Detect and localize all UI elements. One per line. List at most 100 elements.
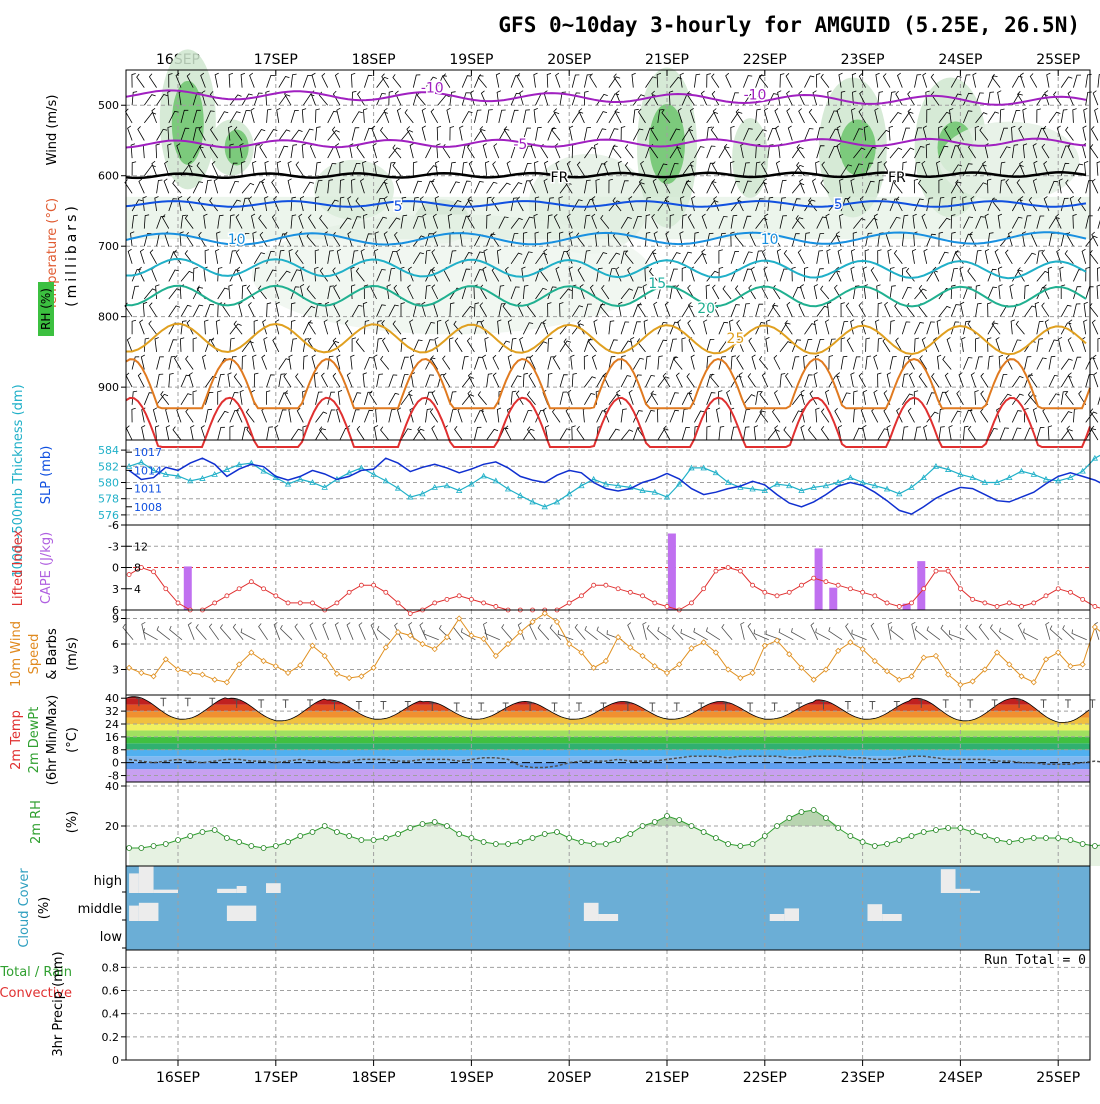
wind-barb	[351, 409, 360, 423]
wind-barb	[648, 267, 659, 282]
wind-barb	[620, 408, 627, 423]
wind-barb	[533, 213, 538, 229]
wind-speed-point	[932, 652, 940, 659]
wind-barb	[896, 407, 903, 423]
wind-barb	[486, 428, 499, 441]
wind-barb	[156, 215, 166, 229]
rh-point	[150, 843, 157, 849]
wind-barb	[913, 390, 919, 405]
wind-barb	[327, 130, 340, 141]
wind-barb	[425, 374, 434, 388]
wind-barb	[865, 180, 875, 194]
wind-barb	[914, 74, 922, 88]
rh-point	[847, 833, 854, 839]
wind10m-barb	[1093, 622, 1100, 640]
wind-barb	[192, 390, 197, 405]
thickness-point	[883, 485, 891, 492]
wind-barb	[412, 161, 418, 176]
wind-speed-point	[517, 629, 524, 636]
wind-speed-point	[969, 678, 976, 685]
wind-barb	[701, 249, 708, 264]
rh-point	[187, 833, 194, 839]
wind-barb	[495, 72, 501, 88]
wind-speed-point	[138, 669, 145, 676]
wind-barb	[434, 196, 439, 212]
wind-barb	[862, 425, 867, 441]
wind-barb	[376, 269, 386, 282]
wind-barb	[373, 425, 379, 441]
wind-barb	[519, 336, 524, 353]
wind-barb	[963, 409, 973, 423]
wind-barb	[889, 147, 903, 159]
wind-barb	[571, 92, 581, 106]
wind-barb	[636, 338, 646, 353]
wind-barb	[250, 107, 255, 124]
wind-barb	[858, 73, 866, 88]
wind-barb	[547, 337, 553, 352]
wind-barb	[167, 125, 172, 141]
wind-barb	[386, 284, 391, 300]
wind-barb	[987, 302, 992, 317]
wind-barb	[1036, 215, 1045, 229]
bottom-date-label: 16SEP	[156, 1070, 200, 1086]
rh-point	[505, 841, 511, 847]
wind-barb	[437, 374, 446, 388]
wind-barb	[771, 408, 781, 423]
thickness-point	[223, 466, 231, 472]
wind-barb	[669, 214, 675, 229]
wind-barb	[877, 302, 883, 317]
wind-barb	[1011, 393, 1024, 406]
wind-barb	[363, 213, 368, 229]
wind-barb	[156, 373, 164, 388]
wind-barb	[620, 126, 626, 141]
thickness-point	[749, 485, 756, 492]
wind-barb	[315, 428, 326, 441]
wind-barb	[241, 233, 250, 247]
wind-barb	[669, 268, 678, 282]
wind-barb	[571, 425, 576, 441]
wind-barb	[735, 108, 744, 124]
wind-barb	[233, 320, 243, 335]
wind-barb	[850, 248, 856, 264]
thickness-point	[1055, 477, 1062, 484]
wind-barb	[1065, 179, 1074, 194]
wind-barb	[437, 319, 442, 335]
precip-panel: 0.80.60.40.20 Total / Rain Convective 3h…	[0, 950, 1090, 1067]
lifted-index-point	[432, 600, 438, 606]
wind-barb	[675, 372, 683, 388]
wind-barb	[913, 178, 919, 194]
wind-barb	[755, 129, 767, 141]
wind-barb	[355, 267, 365, 282]
lifted-index-line	[128, 566, 1100, 615]
wind-barb	[645, 197, 652, 212]
wind-barb	[143, 233, 152, 247]
temp-band	[126, 717, 1090, 724]
wind-barb	[984, 248, 990, 264]
wind-barb	[687, 284, 695, 300]
lifted-index-point	[261, 586, 266, 592]
wind-barb	[723, 143, 732, 159]
wind-speed-point	[725, 666, 732, 673]
cloud-block	[129, 905, 139, 921]
lifted-index-point	[395, 600, 401, 606]
wind-barb	[650, 390, 659, 406]
wind-barb	[665, 231, 671, 247]
wind-barb	[466, 337, 475, 353]
thickness-point	[627, 484, 634, 490]
wind-barb	[336, 319, 341, 335]
wind-barb	[1060, 375, 1072, 388]
thickness-point	[150, 467, 157, 473]
minmax-marker	[453, 702, 460, 712]
wind-barb	[388, 392, 400, 405]
wind-barb	[400, 374, 409, 388]
wind-barb	[765, 337, 770, 352]
wind-barb	[1097, 396, 1100, 405]
wind-barb	[999, 146, 1011, 159]
wind-barb	[1060, 322, 1072, 335]
wind-barb	[584, 303, 592, 317]
wind-barb	[1072, 108, 1077, 123]
wind-barb	[168, 339, 178, 353]
wind-barb	[987, 198, 997, 212]
wind-barb	[431, 390, 439, 405]
rh-point	[1030, 835, 1037, 841]
